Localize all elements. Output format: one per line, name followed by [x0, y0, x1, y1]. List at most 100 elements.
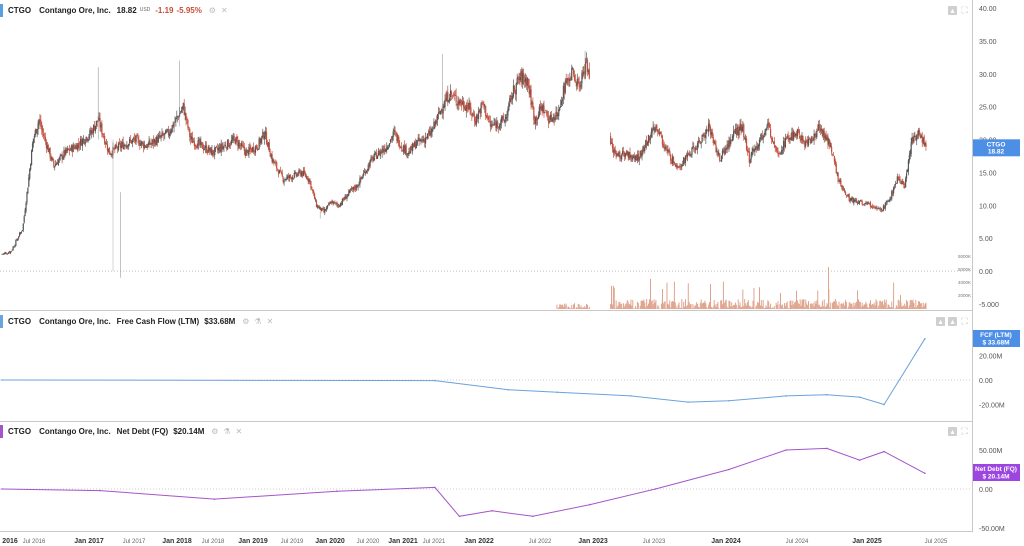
- close-icon[interactable]: ✕: [266, 316, 274, 326]
- candle-body: [47, 145, 49, 152]
- candle-body: [258, 138, 260, 149]
- candle-body: [181, 106, 183, 110]
- candle-body: [199, 139, 201, 145]
- candle-body: [140, 143, 142, 146]
- symbol-label[interactable]: CTGO: [8, 316, 32, 326]
- candle-body: [198, 140, 200, 142]
- price-axis-tick: 40.00: [979, 6, 997, 13]
- volume-bar: [832, 302, 834, 309]
- candle-body: [921, 136, 923, 143]
- symbol-label[interactable]: CTGO: [8, 5, 32, 15]
- volume-bar: [878, 305, 880, 309]
- candle-body: [565, 80, 567, 83]
- candle-body: [55, 163, 58, 165]
- settings-icon[interactable]: ⚙: [242, 316, 250, 326]
- volume-bar: [888, 305, 890, 309]
- candle-body: [518, 78, 520, 80]
- candle-body: [67, 148, 69, 151]
- fullscreen-icon[interactable]: ⛶: [961, 426, 968, 436]
- candle-body: [356, 184, 358, 188]
- candle-body: [922, 137, 924, 142]
- candle-body: [662, 143, 664, 147]
- candle-body: [58, 157, 60, 161]
- candle-body: [135, 135, 137, 142]
- candle-body: [738, 130, 740, 136]
- candle-body: [503, 119, 505, 122]
- candle-body: [347, 193, 349, 197]
- candle-body: [467, 108, 469, 110]
- candle-body: [20, 231, 23, 233]
- volume-bar: [921, 307, 923, 309]
- candle-body: [254, 146, 257, 153]
- x-axis-tick: Jan 2024: [711, 538, 741, 545]
- collapse-pane-icon[interactable]: ▴: [948, 317, 957, 326]
- candle-body: [625, 152, 627, 155]
- candle-body: [538, 106, 540, 116]
- move-up-icon[interactable]: ▴: [948, 427, 957, 436]
- candle-body: [901, 180, 903, 185]
- price-candles[interactable]: [1, 50, 927, 278]
- candle-body: [644, 147, 646, 151]
- candle-body: [778, 152, 780, 155]
- volume-bar: [850, 304, 852, 309]
- volume-bar: [744, 299, 746, 309]
- candle-body: [780, 153, 782, 155]
- candle-body: [745, 138, 748, 150]
- candle-body: [634, 155, 637, 160]
- volume-bar: [919, 301, 921, 309]
- volume-bar: [639, 305, 641, 309]
- candle-body: [298, 170, 300, 175]
- volume-bar: [905, 306, 907, 309]
- candle-body: [688, 154, 690, 156]
- volume-bar: [848, 302, 850, 309]
- volume-bar: [851, 303, 853, 309]
- volume-bar: [840, 303, 842, 309]
- candle-body: [36, 129, 38, 134]
- candle-body: [197, 140, 199, 149]
- fullscreen-icon[interactable]: ⛶: [961, 5, 968, 15]
- candle-body: [685, 154, 688, 156]
- candle-body: [45, 141, 47, 148]
- settings-icon[interactable]: ⚙: [208, 5, 216, 15]
- candle-body: [680, 166, 682, 168]
- candle-body: [359, 177, 361, 185]
- x-axis-tick: Jul 2020: [357, 539, 380, 545]
- candle-body: [52, 157, 54, 161]
- candle-body: [719, 153, 721, 161]
- close-icon[interactable]: ✕: [221, 5, 228, 15]
- fcf-pane-header: CTGO Contango Ore, Inc. Free Cash Flow (…: [0, 313, 274, 329]
- candle-body: [537, 114, 540, 119]
- candle-body: [443, 106, 445, 108]
- metric-value: $33.68M: [204, 316, 236, 326]
- flask-icon[interactable]: ⚗: [223, 426, 231, 436]
- candle-body: [544, 112, 546, 113]
- collapse-pane-icon[interactable]: ▴: [948, 6, 957, 15]
- volume-bar: [623, 303, 625, 309]
- volume-bar: [565, 303, 567, 309]
- candle-body: [857, 202, 860, 204]
- candle-body: [12, 246, 14, 251]
- candle-body: [302, 170, 305, 176]
- symbol-label[interactable]: CTGO: [8, 426, 32, 436]
- candle-body: [385, 149, 387, 152]
- fcf-point: [924, 337, 926, 340]
- volume-bar: [816, 300, 818, 309]
- fullscreen-icon[interactable]: ⛶: [961, 316, 968, 326]
- volume-bar: [858, 301, 860, 309]
- candle-body: [667, 149, 669, 152]
- close-icon[interactable]: ✕: [235, 426, 243, 436]
- candle-body: [751, 151, 753, 156]
- volume-bar: [672, 301, 674, 309]
- volume-bar: [800, 305, 802, 309]
- fcf-series[interactable]: [1, 337, 926, 406]
- flask-icon[interactable]: ⚗: [254, 316, 262, 326]
- volume-bar: [845, 299, 847, 309]
- net-debt-series[interactable]: [1, 447, 926, 518]
- candle-body: [557, 114, 559, 117]
- move-up-icon[interactable]: ▴: [936, 317, 945, 326]
- settings-icon[interactable]: ⚙: [211, 426, 219, 436]
- candle-body: [483, 103, 485, 107]
- candle-body: [782, 140, 785, 150]
- candle-body: [50, 156, 52, 160]
- candle-body: [286, 176, 288, 180]
